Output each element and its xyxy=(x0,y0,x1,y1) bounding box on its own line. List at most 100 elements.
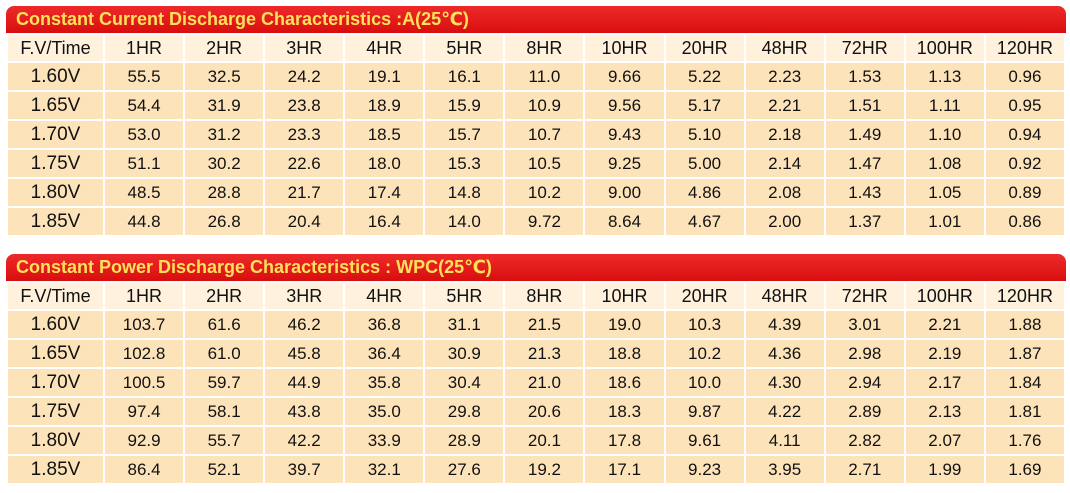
table-cell: 19.1 xyxy=(343,61,426,92)
table-cell: 17.1 xyxy=(583,454,666,485)
table-row: 1.75V 51.1 30.2 22.6 18.0 15.3 10.5 9.25 5.00 2.1… xyxy=(6,148,1067,179)
row-voltage-label: 1.65V xyxy=(6,338,105,369)
table-row: 1.75V 97.4 58.1 43.8 35.0 29.8 20.6 18.3 9.87 4.2… xyxy=(6,396,1067,427)
table-cell: 2.08 xyxy=(743,177,826,208)
table-cell: 4.86 xyxy=(663,177,746,208)
table-cell: 28.9 xyxy=(423,425,506,456)
table-row: 1.85V 86.4 52.1 39.7 32.1 27.6 19.2 17.1 9.23 3.9… xyxy=(6,454,1067,485)
table-cell: 20.4 xyxy=(263,206,346,237)
table-cell: 10.7 xyxy=(503,119,586,150)
table-cell: 9.00 xyxy=(583,177,666,208)
table-cell: 17.8 xyxy=(583,425,666,456)
table-row: 1.65V 54.4 31.9 23.8 18.9 15.9 10.9 9.56 5.17 2.2… xyxy=(6,90,1067,121)
table-cell: 51.1 xyxy=(102,148,186,179)
table-cell: 1.88 xyxy=(983,309,1067,340)
table-row: 1.60V 103.7 61.6 46.2 36.8 31.1 21.5 19.0 10.3 4.… xyxy=(6,309,1067,340)
table-cell: 1.05 xyxy=(903,177,986,208)
table-cell: 2.98 xyxy=(823,338,906,369)
row-voltage-label: 1.75V xyxy=(6,148,105,179)
table-cell: 53.0 xyxy=(102,119,186,150)
table-cell: 21.3 xyxy=(503,338,586,369)
table-cell: 9.72 xyxy=(503,206,586,237)
table-cell: 4.30 xyxy=(743,367,826,398)
table-cell: 23.8 xyxy=(263,90,346,121)
table-cell: 1.47 xyxy=(823,148,906,179)
table-cell: 4.36 xyxy=(743,338,826,369)
table-cell: 2.94 xyxy=(823,367,906,398)
table-cell: 97.4 xyxy=(102,396,186,427)
table-row: 1.80V 92.9 55.7 42.2 33.9 28.9 20.1 17.8 9.61 4.1… xyxy=(6,425,1067,456)
table-cell: 33.9 xyxy=(343,425,426,456)
table-cell: 2.18 xyxy=(743,119,826,150)
table-cell: 19.2 xyxy=(503,454,586,485)
table-cell: 15.7 xyxy=(423,119,506,150)
table-cell: 30.2 xyxy=(183,148,266,179)
table-cell: 61.6 xyxy=(183,309,266,340)
table-cell: 1.87 xyxy=(983,338,1067,369)
table-cell: 0.95 xyxy=(983,90,1067,121)
table-cell: 3.95 xyxy=(743,454,826,485)
current-discharge-section: Constant Current Discharge Characteristi… xyxy=(6,6,1067,237)
table-cell: 2.71 xyxy=(823,454,906,485)
table-cell: 20.6 xyxy=(503,396,586,427)
row-voltage-label: 1.85V xyxy=(6,206,105,237)
table-cell: 19.0 xyxy=(583,309,666,340)
row-voltage-label: 1.60V xyxy=(6,309,105,340)
column-header: 1HR xyxy=(102,281,186,311)
table-cell: 9.61 xyxy=(663,425,746,456)
column-header: 72HR xyxy=(823,281,906,311)
column-header: 120HR xyxy=(983,281,1067,311)
column-header: 1HR xyxy=(102,33,186,63)
table-cell: 10.3 xyxy=(663,309,746,340)
table-cell: 1.13 xyxy=(903,61,986,92)
column-header: 48HR xyxy=(743,281,826,311)
table-cell: 102.8 xyxy=(102,338,186,369)
table-cell: 16.4 xyxy=(343,206,426,237)
column-header: 100HR xyxy=(903,281,986,311)
table-cell: 36.4 xyxy=(343,338,426,369)
table-cell: 9.66 xyxy=(583,61,666,92)
column-header: 3HR xyxy=(263,33,346,63)
table-cell: 1.08 xyxy=(903,148,986,179)
table-cell: 17.4 xyxy=(343,177,426,208)
table-cell: 18.8 xyxy=(583,338,666,369)
table-cell: 1.81 xyxy=(983,396,1067,427)
table-cell: 21.0 xyxy=(503,367,586,398)
table-cell: 1.37 xyxy=(823,206,906,237)
column-header: 48HR xyxy=(743,33,826,63)
table-cell: 43.8 xyxy=(263,396,346,427)
table-cell: 29.8 xyxy=(423,396,506,427)
table-cell: 4.67 xyxy=(663,206,746,237)
row-voltage-label: 1.65V xyxy=(6,90,105,121)
column-header: 4HR xyxy=(343,281,426,311)
table-cell: 2.14 xyxy=(743,148,826,179)
table-cell: 32.5 xyxy=(183,61,266,92)
table-cell: 39.7 xyxy=(263,454,346,485)
table-cell: 2.21 xyxy=(903,309,986,340)
table-cell: 5.10 xyxy=(663,119,746,150)
table-cell: 44.9 xyxy=(263,367,346,398)
table-cell: 44.8 xyxy=(102,206,186,237)
table-cell: 10.0 xyxy=(663,367,746,398)
table-cell: 58.1 xyxy=(183,396,266,427)
table-cell: 22.6 xyxy=(263,148,346,179)
column-header: 2HR xyxy=(183,281,266,311)
table-cell: 1.76 xyxy=(983,425,1067,456)
table-cell: 18.3 xyxy=(583,396,666,427)
table-cell: 55.7 xyxy=(183,425,266,456)
table-cell: 31.9 xyxy=(183,90,266,121)
table-cell: 1.11 xyxy=(903,90,986,121)
table-cell: 1.10 xyxy=(903,119,986,150)
row-voltage-label: 1.70V xyxy=(6,119,105,150)
table-cell: 30.9 xyxy=(423,338,506,369)
column-header: F.V/Time xyxy=(6,281,105,311)
table-cell: 0.92 xyxy=(983,148,1067,179)
column-header: 5HR xyxy=(423,281,506,311)
table-cell: 1.53 xyxy=(823,61,906,92)
table-cell: 9.23 xyxy=(663,454,746,485)
table-cell: 1.43 xyxy=(823,177,906,208)
table-cell: 20.1 xyxy=(503,425,586,456)
table-cell: 103.7 xyxy=(102,309,186,340)
table-cell: 2.13 xyxy=(903,396,986,427)
table-cell: 23.3 xyxy=(263,119,346,150)
